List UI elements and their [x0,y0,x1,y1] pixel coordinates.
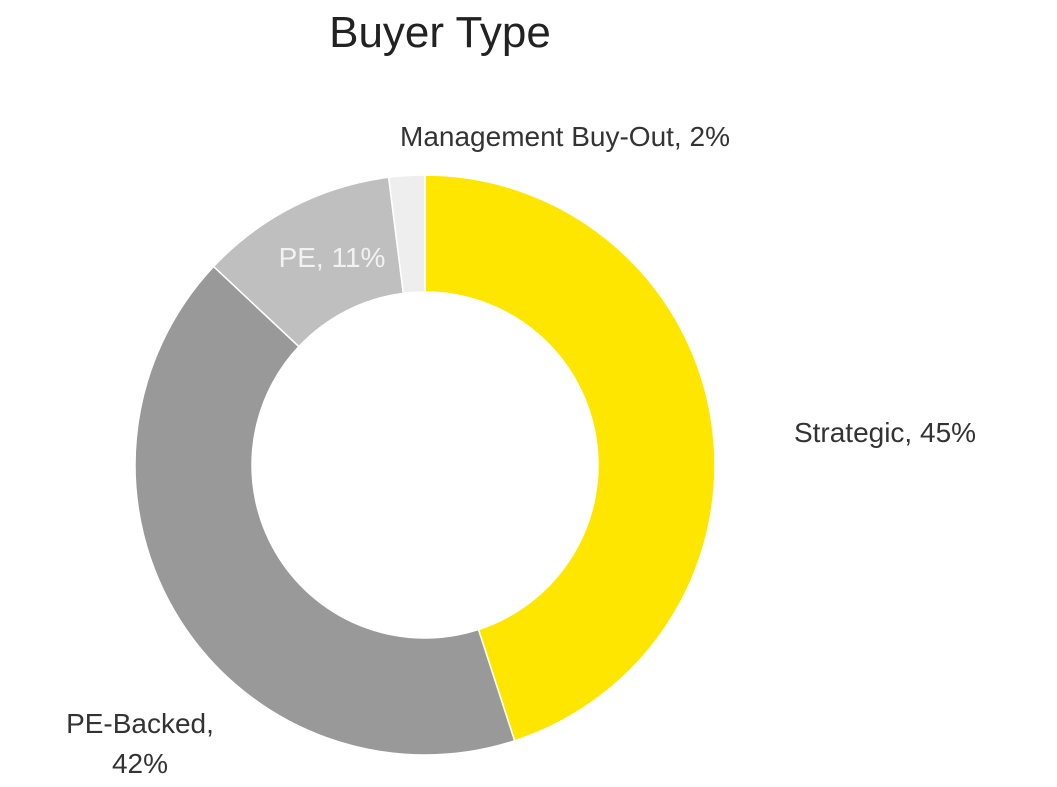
donut-slice [134,265,516,756]
chart-title: Buyer Type [329,8,551,57]
data-label: Management Buy-Out, 2% [400,121,730,152]
data-label: PE, 11% [278,242,386,273]
donut-slice [387,174,426,295]
data-label: PE-Backed, 42% [66,708,214,779]
data-label: Strategic, 45% [793,417,977,448]
donut-slice [424,174,716,742]
